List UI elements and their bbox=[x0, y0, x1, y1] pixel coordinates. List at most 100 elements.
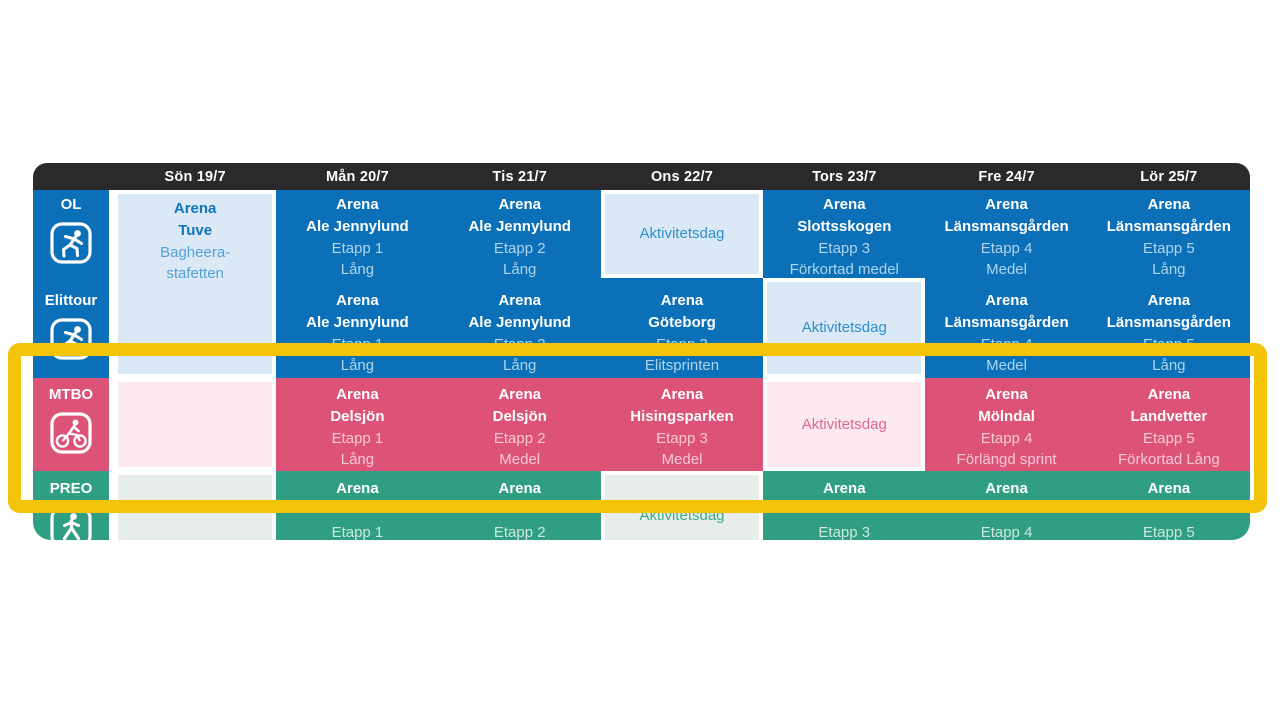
cell-text-line: Arena bbox=[985, 480, 1028, 497]
row-label-ol: OL bbox=[33, 190, 114, 278]
cell-text-line: stafetten bbox=[166, 265, 224, 283]
cell-text-line: Slottsskogen bbox=[797, 217, 892, 235]
cell-text-line: Förlängd sprint bbox=[956, 451, 1057, 469]
cell-text-line: Arena bbox=[1147, 386, 1191, 403]
cell-text-line: Etapp 5 bbox=[1142, 523, 1195, 540]
event-cell: Arena Slottsskogen Etapp 3 Förkortad medel bbox=[763, 190, 926, 279]
orienteering-runner-icon bbox=[49, 221, 93, 272]
cell-text-line: Ale Jennylund bbox=[306, 313, 409, 331]
cell-text-line: Arena bbox=[173, 200, 217, 217]
cell-text-line: Arena bbox=[336, 386, 379, 403]
cell-text-line: Lång bbox=[503, 357, 537, 375]
cell-text-line: Bagheera- bbox=[160, 243, 231, 261]
cell-text-line: Medel bbox=[499, 451, 541, 469]
cell-text-line: Etapp 1 bbox=[331, 429, 384, 447]
cell-text-line: Arena bbox=[498, 480, 541, 497]
cell-text-line: Lång bbox=[340, 261, 375, 279]
cell-text-line: Lång bbox=[1152, 261, 1186, 279]
event-cell: Arena Länsmansgården Etapp 5 Lång bbox=[1087, 190, 1250, 279]
mountain-bike-icon bbox=[49, 411, 93, 462]
cell-text-line: Arena bbox=[1147, 292, 1191, 309]
activity-day-cell: Aktivitetsdag bbox=[600, 190, 764, 278]
cell-text-line: Etapp 2 bbox=[493, 523, 546, 540]
cell-text-line: Förkortad medel bbox=[789, 261, 899, 279]
cell-text-line: Etapp 3 bbox=[818, 523, 871, 540]
cell-text-line: Arena bbox=[1147, 196, 1191, 213]
cell-text-line: Arena bbox=[985, 292, 1028, 309]
cell-text-line: Arena bbox=[498, 196, 541, 213]
schedule-body: OL Arena Tuve Bagheera-stafetten Arena Ale Je… bbox=[33, 190, 1250, 540]
cell-text-line: Göteborg bbox=[648, 313, 716, 331]
cell-text-line: Elitsprinten bbox=[644, 357, 720, 375]
cell-text-line: Etapp 2 bbox=[493, 429, 546, 447]
row-label-mtbo: MTBO bbox=[33, 378, 114, 471]
cell-text-line: Länsmansgården bbox=[944, 313, 1069, 331]
activity-day-cell: Aktivitetsdag bbox=[763, 378, 926, 471]
event-cell: Arena Ale Jennylund Etapp 1 Lång bbox=[276, 278, 439, 378]
event-cell: Arena Ale Jennylund Etapp 2 Lång bbox=[438, 190, 601, 279]
cell-text-line: Lång bbox=[503, 261, 537, 279]
day-header-0: Sön 19/7 bbox=[164, 168, 226, 185]
cell-text-line: Etapp 3 bbox=[818, 239, 871, 257]
cell-text-line: Etapp 1 bbox=[331, 239, 384, 257]
event-cell: Arena Delsjön Etapp 1 Lång bbox=[276, 378, 439, 471]
cell-text-line: Arena bbox=[336, 292, 379, 309]
row-label-text: OL bbox=[60, 196, 82, 213]
cell-text-line: Arena bbox=[336, 480, 379, 497]
cell-text-line: Aktivitetsdag bbox=[639, 225, 725, 243]
cell-text-line: Lång bbox=[1152, 357, 1186, 375]
event-cell: Arena Göteborg Etapp 3 Elitsprinten bbox=[600, 278, 764, 378]
cell-text-line: Medel bbox=[986, 357, 1027, 375]
header-corner-spacer bbox=[33, 163, 114, 190]
event-cell: Arena Mölndal Etapp 4 Förlängd sprint bbox=[925, 378, 1088, 471]
cell-text-line: Lång bbox=[340, 357, 375, 375]
cell-text-line: Etapp 5 bbox=[1142, 429, 1195, 447]
cell-text-line: Arena bbox=[985, 196, 1028, 213]
cell-text-line: Mölndal bbox=[978, 407, 1035, 425]
day-header-5: Fre 24/7 bbox=[978, 168, 1035, 185]
cell-text-line: Ale Jennylund bbox=[468, 217, 571, 235]
cell-text-line: Arena bbox=[985, 386, 1028, 403]
row-label-text: MTBO bbox=[48, 386, 94, 403]
cell-text-line: Aktivitetsdag bbox=[801, 319, 887, 337]
cell-text-line: Arena bbox=[823, 196, 866, 213]
event-cell: Arena Hisingsparken Etapp 3 Medel bbox=[600, 378, 764, 471]
day-header-1: Mån 20/7 bbox=[325, 168, 389, 185]
cell-text-line: Länsmansgården bbox=[944, 217, 1069, 235]
day-header-3: Ons 22/7 bbox=[650, 168, 714, 185]
table-header-row: Sön 19/7 Mån 20/7 Tis 21/7 Ons 22/7 Tors 23/… bbox=[33, 163, 1250, 190]
cell-text-line: Aktivitetsdag bbox=[801, 415, 887, 433]
cell-text-line: Etapp 4 bbox=[980, 429, 1033, 447]
event-cell: Arena Ale Jennylund Etapp 2 Lång bbox=[438, 278, 601, 378]
event-schedule-table: Sön 19/7 Mån 20/7 Tis 21/7 Ons 22/7 Tors 23/… bbox=[33, 163, 1250, 540]
cell-text-line: Etapp 4 bbox=[980, 523, 1033, 540]
cell-text-line: Delsjön bbox=[330, 407, 385, 425]
day-header-4: Tors 23/7 bbox=[812, 168, 877, 185]
row-label-text: Elittour bbox=[44, 292, 98, 309]
cell-text-line: Etapp 4 bbox=[980, 239, 1033, 257]
day-header-2: Tis 21/7 bbox=[492, 168, 547, 185]
day-header-6: Lör 25/7 bbox=[1140, 168, 1198, 185]
row-label-elittour: Elittour bbox=[33, 278, 114, 378]
event-cell: Arena Länsmansgården Etapp 4 Medel bbox=[925, 190, 1088, 279]
cell-text-line: Arena bbox=[498, 292, 541, 309]
cell-text-line: Medel bbox=[986, 261, 1027, 279]
cell-text-line: Arena bbox=[498, 386, 541, 403]
cell-text-line: Ale Jennylund bbox=[468, 313, 571, 331]
cell-text-line: Arena bbox=[660, 292, 704, 309]
cell-text-line: Förkortad Lång bbox=[1117, 451, 1220, 469]
cell-text-line: Länsmansgården bbox=[1106, 217, 1231, 235]
empty-cell bbox=[114, 378, 277, 471]
cell-text-line: Etapp 1 bbox=[331, 523, 384, 540]
event-cell: Arena Landvetter Etapp 5 Förkortad Lång bbox=[1087, 378, 1250, 471]
cell-text-line: Lång bbox=[340, 451, 375, 469]
cell-text-line: Arena bbox=[660, 386, 704, 403]
cell-text-line: Arena bbox=[336, 196, 379, 213]
row-label-text: PREO bbox=[49, 480, 93, 497]
cell-text-line: Delsjön bbox=[492, 407, 547, 425]
cell-text-line: Landvetter bbox=[1130, 407, 1208, 425]
cell-text-line: Medel bbox=[661, 451, 703, 469]
cell-text-line: Ale Jennylund bbox=[306, 217, 409, 235]
cell-text-line: Länsmansgården bbox=[1106, 313, 1231, 331]
